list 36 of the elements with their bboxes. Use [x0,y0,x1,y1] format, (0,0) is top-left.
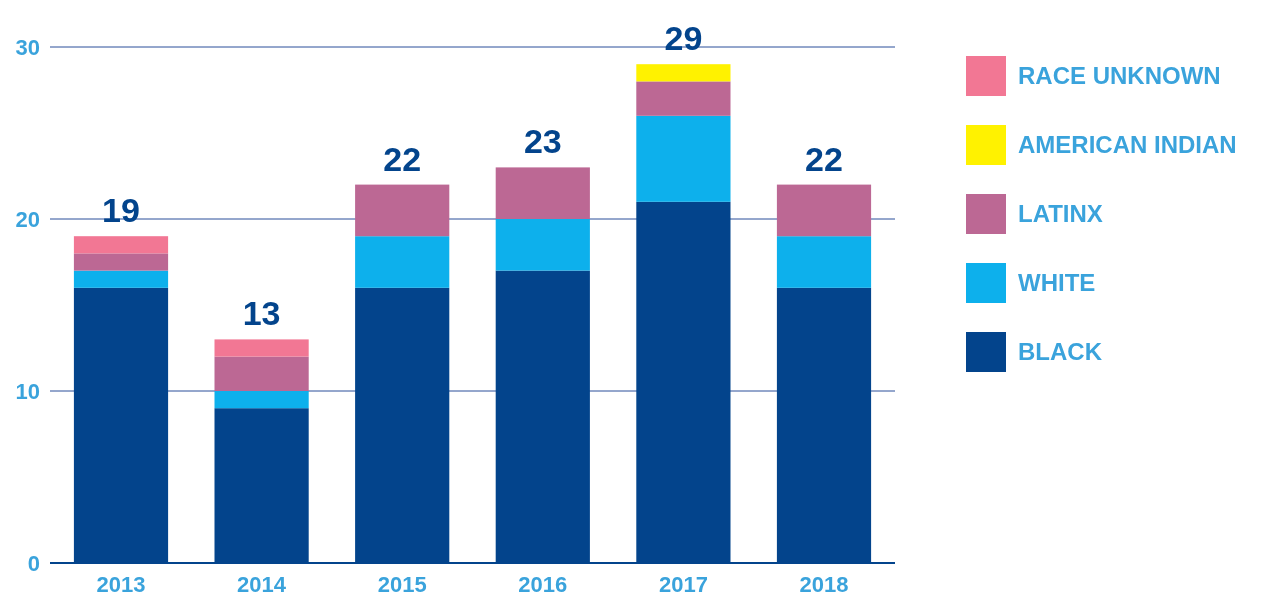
legend-label: LATINX [1018,200,1103,228]
total-label: 22 [805,139,843,178]
bar [73,236,169,254]
bar [776,236,872,288]
bar [776,184,872,237]
bar [636,115,731,202]
bar [214,391,309,409]
legend-label: BLACK [1018,338,1103,366]
bar [214,339,309,357]
y-tick-label: 10 [15,378,40,404]
bar [73,270,169,288]
bar [214,356,309,391]
total-label: 23 [523,122,562,161]
y-tick-label: 0 [27,550,40,576]
x-tick-label: 2016 [518,572,568,597]
total-label: 19 [102,191,140,230]
legend-label: WHITE [1018,269,1096,297]
total-label: 22 [383,139,422,178]
total-label: 13 [242,294,281,333]
bar [73,253,169,271]
y-tick-label: 20 [15,206,40,232]
legend-label: RACE UNKNOWN [1018,62,1221,90]
bar [636,64,731,82]
y-tick-label: 30 [15,34,40,60]
x-tick-label: 2013 [96,572,146,597]
total-label: 29 [664,19,703,58]
x-tick-label: 2015 [377,572,427,597]
x-tick-label: 2018 [799,572,849,597]
legend-label: AMERICAN INDIAN [1018,131,1237,159]
bar [355,236,450,288]
x-tick-label: 2014 [237,572,287,597]
bar [495,219,590,271]
x-tick-label: 2017 [658,572,708,597]
bar [495,167,590,219]
bar [636,81,731,116]
bar [355,184,450,237]
